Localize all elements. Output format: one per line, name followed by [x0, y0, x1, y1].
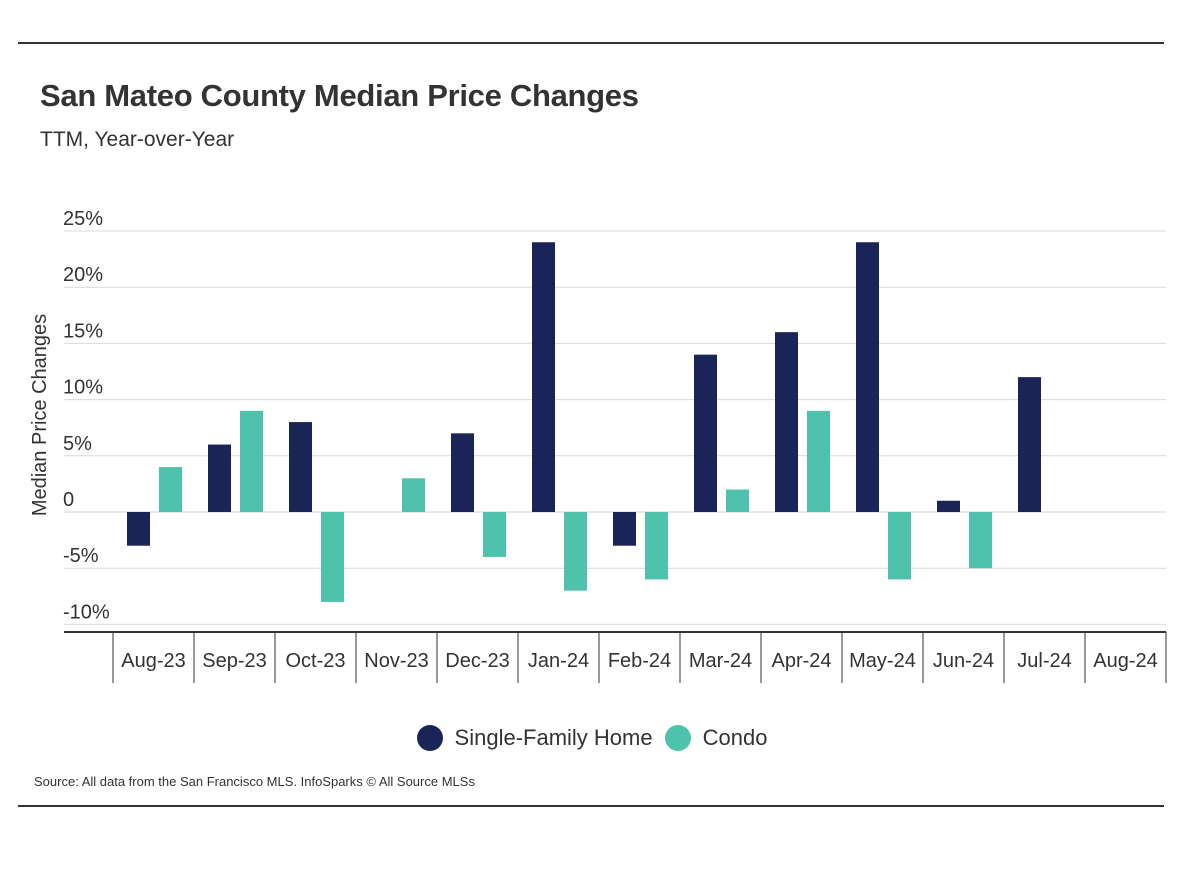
bar-condo	[564, 512, 587, 591]
bars	[127, 242, 1041, 602]
bar-single-family	[208, 444, 231, 512]
x-tick-label: Dec-23	[445, 650, 509, 672]
bar-condo	[726, 489, 749, 512]
bar-condo	[321, 512, 344, 602]
y-axis-title: Median Price Changes	[29, 314, 51, 516]
y-tick-label: 5%	[63, 433, 92, 455]
bar-condo	[969, 512, 992, 569]
bar-condo	[402, 478, 425, 512]
x-tick-label: Mar-24	[689, 650, 752, 672]
chart-subtitle: TTM, Year-over-Year	[40, 128, 235, 151]
bar-condo	[888, 512, 911, 580]
y-tick-label: 15%	[63, 320, 103, 342]
x-tick-label: Oct-23	[285, 650, 345, 672]
chart-title: San Mateo County Median Price Changes	[40, 78, 639, 113]
gridlines	[64, 230, 1166, 625]
bar-condo	[159, 467, 182, 512]
x-tick-label: Aug-23	[121, 650, 186, 672]
x-tick-label: Aug-24	[1093, 650, 1158, 672]
x-tick-label: Jul-24	[1017, 650, 1071, 672]
y-tick-label: 0	[63, 489, 74, 511]
x-tick-label: Apr-24	[771, 650, 831, 672]
axes: 25% 20% 15% 10% 5% 0 -5% -10% Median Price Chang…	[29, 208, 1167, 683]
bar-condo	[645, 512, 668, 580]
bar-single-family	[1018, 377, 1041, 512]
legend-swatch-condo	[664, 725, 691, 751]
y-tick-label: 25%	[63, 208, 103, 230]
legend-label-single-family: Single-Family Home	[454, 725, 653, 750]
legend: Single-Family Home Condo	[0, 720, 1184, 756]
bar-single-family	[856, 242, 879, 513]
x-tick-label: Feb-24	[608, 650, 671, 672]
bar-single-family	[127, 512, 150, 546]
y-tick-label: -5%	[63, 545, 99, 567]
bar-single-family	[451, 433, 474, 512]
source-note: Source: All data from the San Francisco …	[34, 774, 475, 789]
bar-single-family	[937, 500, 960, 512]
x-tick-label: Sep-23	[202, 650, 267, 672]
bottom-rule	[18, 805, 1164, 807]
legend-item-condo[interactable]: Condo	[664, 725, 768, 751]
x-tick-label: Jan-24	[528, 650, 589, 672]
legend-label-condo: Condo	[702, 725, 768, 750]
y-tick-label: -10%	[63, 601, 110, 623]
legend-item-single-family[interactable]: Single-Family Home	[416, 725, 653, 751]
x-tick-label: May-24	[849, 650, 916, 672]
bar-single-family	[694, 354, 717, 512]
y-tick-label: 20%	[63, 264, 103, 286]
bar-condo	[240, 410, 263, 512]
bar-single-family	[532, 242, 555, 513]
top-rule	[18, 42, 1164, 44]
y-tick-label: 10%	[63, 377, 103, 399]
bar-condo	[807, 410, 830, 512]
legend-swatch-single-family	[416, 725, 443, 751]
x-tick-label: Jun-24	[933, 650, 994, 672]
bar-condo	[483, 512, 506, 557]
bar-single-family	[613, 512, 636, 546]
bar-single-family	[289, 422, 312, 512]
x-tick-label: Nov-23	[364, 650, 428, 672]
bar-single-family	[775, 332, 798, 512]
